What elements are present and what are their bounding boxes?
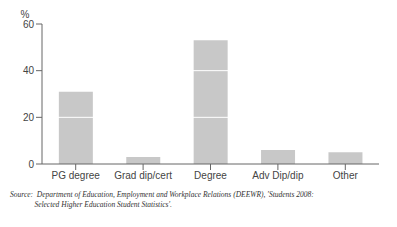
svg-text:%: % — [21, 9, 30, 20]
svg-text:Grad dip/cert: Grad dip/cert — [114, 170, 172, 181]
svg-text:20: 20 — [23, 112, 35, 123]
svg-text:60: 60 — [23, 19, 35, 30]
svg-text:Degree: Degree — [194, 170, 227, 181]
svg-text:Other: Other — [333, 170, 359, 181]
svg-text:40: 40 — [23, 65, 35, 76]
html-text:Selected Higher Education Stud: Selected Higher Education Student Statis… — [10, 200, 172, 209]
svg-text:0: 0 — [28, 159, 34, 170]
html-text:Source: Department of Educatio: Source: Department of Education, Employm… — [10, 190, 314, 199]
svg-text:Adv Dip/dip: Adv Dip/dip — [252, 170, 304, 181]
svg-text:PG degree: PG degree — [52, 170, 101, 181]
